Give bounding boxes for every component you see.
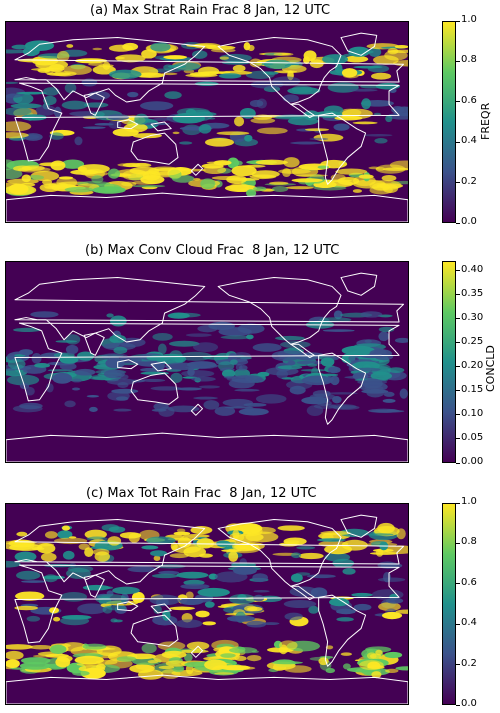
colorbar-tickmark (456, 542, 460, 544)
colorbar-tickmark (456, 438, 460, 440)
colorbar (442, 21, 456, 223)
colorbar-tickmark (456, 704, 460, 706)
colorbar-tick-label: 0.40 (461, 263, 484, 275)
colorbar-tickmark (456, 623, 460, 625)
colorbar-tickmark (456, 182, 460, 184)
colorbar-tickmark (456, 60, 460, 62)
colorbar-tick-label: 0.20 (461, 359, 484, 371)
colorbar-tick-label: 0.15 (461, 383, 484, 395)
colorbar-tickmark (456, 390, 460, 392)
map-conv-cloud (5, 261, 409, 463)
colorbar-tick-label: 0.8 (461, 536, 477, 548)
coastlines (6, 272, 408, 462)
colorbar-tick-label: 1.0 (461, 14, 477, 25)
coastlines (6, 514, 408, 704)
colorbar-tick-label: 0.05 (461, 431, 484, 443)
colorbar-tickmark (456, 222, 460, 224)
colorbar-tick-label: 1.0 (461, 496, 477, 507)
colorbar-tick-label: 0.2 (461, 657, 477, 669)
colorbar-tickmark (456, 270, 460, 272)
colorbar-tick-label: 0.30 (461, 311, 484, 323)
colorbar-tick-label: 0.6 (461, 576, 477, 588)
colorbar-tick-label: 0.0 (461, 698, 477, 709)
colorbar-tickmark (456, 294, 460, 296)
colorbar-tick-label: 0.25 (461, 335, 484, 347)
colorbar-tickmark (456, 141, 460, 143)
colorbar (442, 261, 456, 463)
colorbar-tickmark (456, 414, 460, 416)
colorbar-tick-label: 0.00 (461, 456, 484, 467)
panel-title: (b) Max Conv Cloud Frac 8 Jan, 12 UTC (85, 243, 340, 258)
colorbar-tickmark (456, 342, 460, 344)
colorbar-tickmark (456, 583, 460, 585)
colorbar-tick-label: 0.0 (461, 216, 477, 227)
colorbar-tickmark (456, 664, 460, 666)
map-strat-rain (5, 21, 409, 223)
colorbar-label: FREQR (479, 102, 492, 140)
colorbar-tickmark (456, 366, 460, 368)
colorbar-tickmark (456, 318, 460, 320)
colorbar-tickmark (456, 101, 460, 103)
precip-field (6, 40, 408, 197)
colorbar-tick-label: 0.2 (461, 175, 477, 187)
panel-title: (c) Max Tot Rain Frac 8 Jan, 12 UTC (86, 486, 317, 501)
coastlines (6, 32, 408, 222)
colorbar-tick-label: 0.6 (461, 94, 477, 106)
colorbar-tick-label: 0.4 (461, 617, 477, 629)
colorbar-tick-label: 0.35 (461, 287, 484, 299)
colorbar-tickmark (456, 20, 460, 22)
colorbar-tick-label: 0.8 (461, 54, 477, 66)
map-tot-rain (5, 503, 409, 705)
colorbar-tickmark (456, 502, 460, 504)
colorbar (442, 503, 456, 705)
colorbar-label: CONCLD (484, 345, 497, 392)
colorbar-tick-label: 0.4 (461, 135, 477, 147)
colorbar-tickmark (456, 462, 460, 464)
panel-title: (a) Max Strat Rain Frac 8 Jan, 12 UTC (90, 3, 331, 18)
colorbar-tick-label: 0.10 (461, 407, 484, 419)
